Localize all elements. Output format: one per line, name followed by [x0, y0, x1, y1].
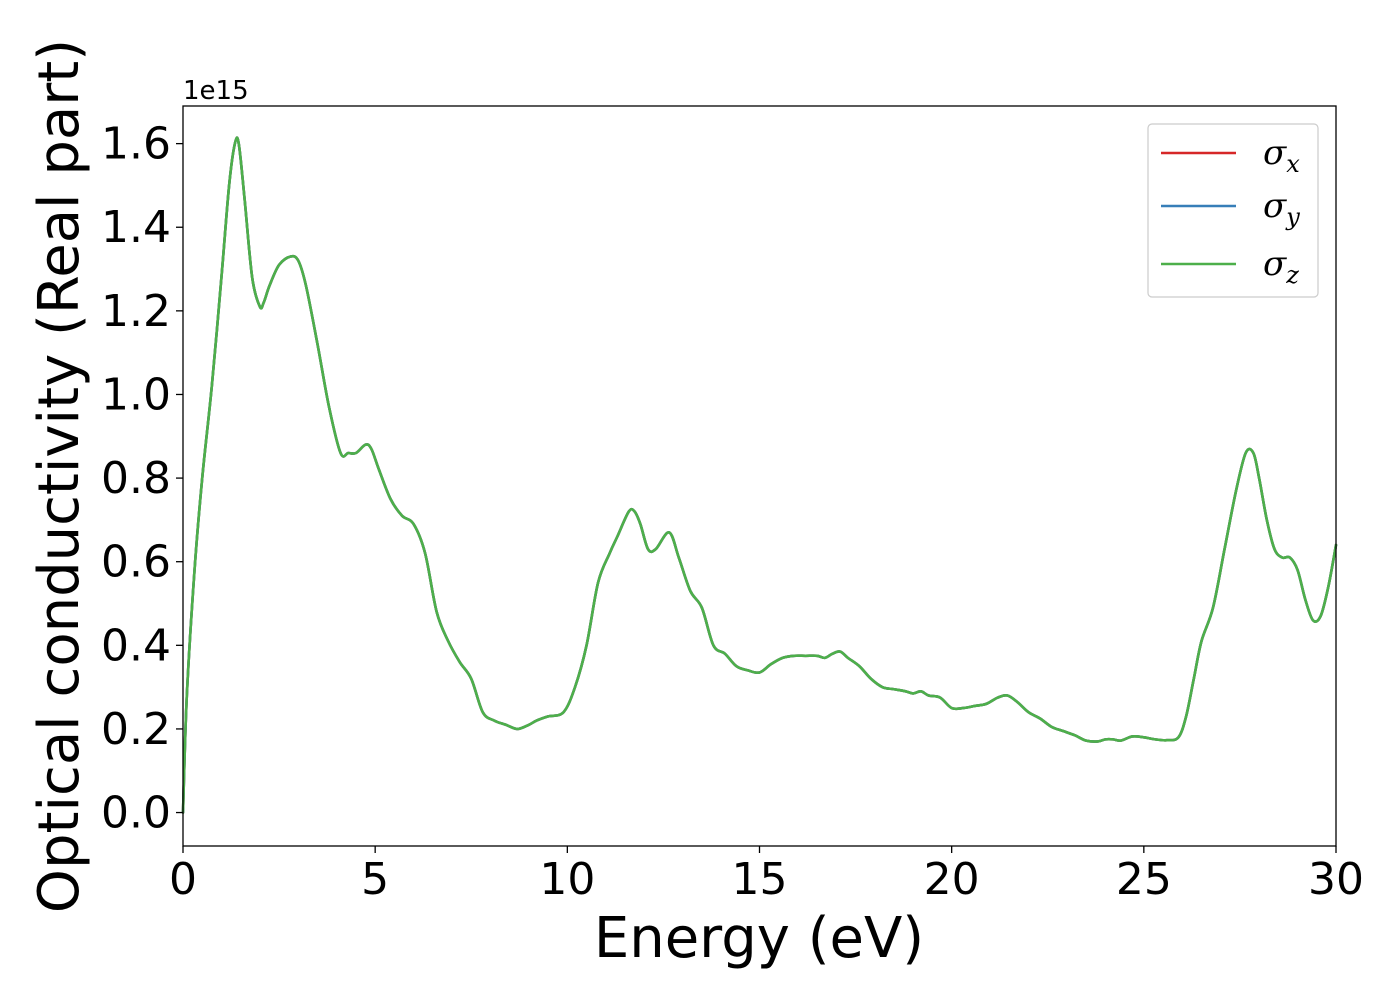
y-axis-ticks: 0.0 0.2 0.4 0.6 0.8 1.0 1.2 1.4 1.6: [101, 119, 183, 839]
y-tick-label: 0.4: [101, 620, 171, 671]
x-tick-label: 20: [924, 854, 980, 905]
series-layer: [181, 136, 1338, 814]
legend-label-z: σz: [1263, 244, 1299, 289]
y-tick-label: 1.0: [101, 369, 171, 420]
y-tick-label: 0.2: [101, 704, 171, 755]
y-tick-label: 1.4: [101, 202, 171, 253]
x-axis-ticks: 0 5 10 15 20 25 30: [169, 846, 1364, 905]
legend: σx σy σz: [1147, 123, 1319, 298]
y-tick-label: 1.2: [101, 286, 171, 337]
y-tick-label: 1.6: [101, 119, 171, 170]
legend-frame: [1147, 123, 1319, 298]
x-tick-label: 15: [732, 854, 788, 905]
legend-label-y: σy: [1263, 186, 1300, 231]
y-offset-label: 1e15: [183, 76, 249, 106]
series-line-z: [181, 136, 1338, 814]
x-tick-label: 10: [539, 854, 595, 905]
x-tick-label: 5: [361, 854, 389, 905]
y-tick-label: 0.0: [101, 788, 171, 839]
x-tick-label: 0: [169, 854, 197, 905]
x-tick-label: 25: [1116, 854, 1172, 905]
y-axis-label: Optical conductivity (Real part): [27, 39, 92, 913]
x-axis-label: Energy (eV): [594, 906, 924, 971]
legend-label-x: σx: [1263, 133, 1300, 178]
y-tick-label: 0.6: [101, 537, 171, 588]
x-tick-label: 30: [1308, 854, 1364, 905]
y-tick-label: 0.8: [101, 453, 171, 504]
